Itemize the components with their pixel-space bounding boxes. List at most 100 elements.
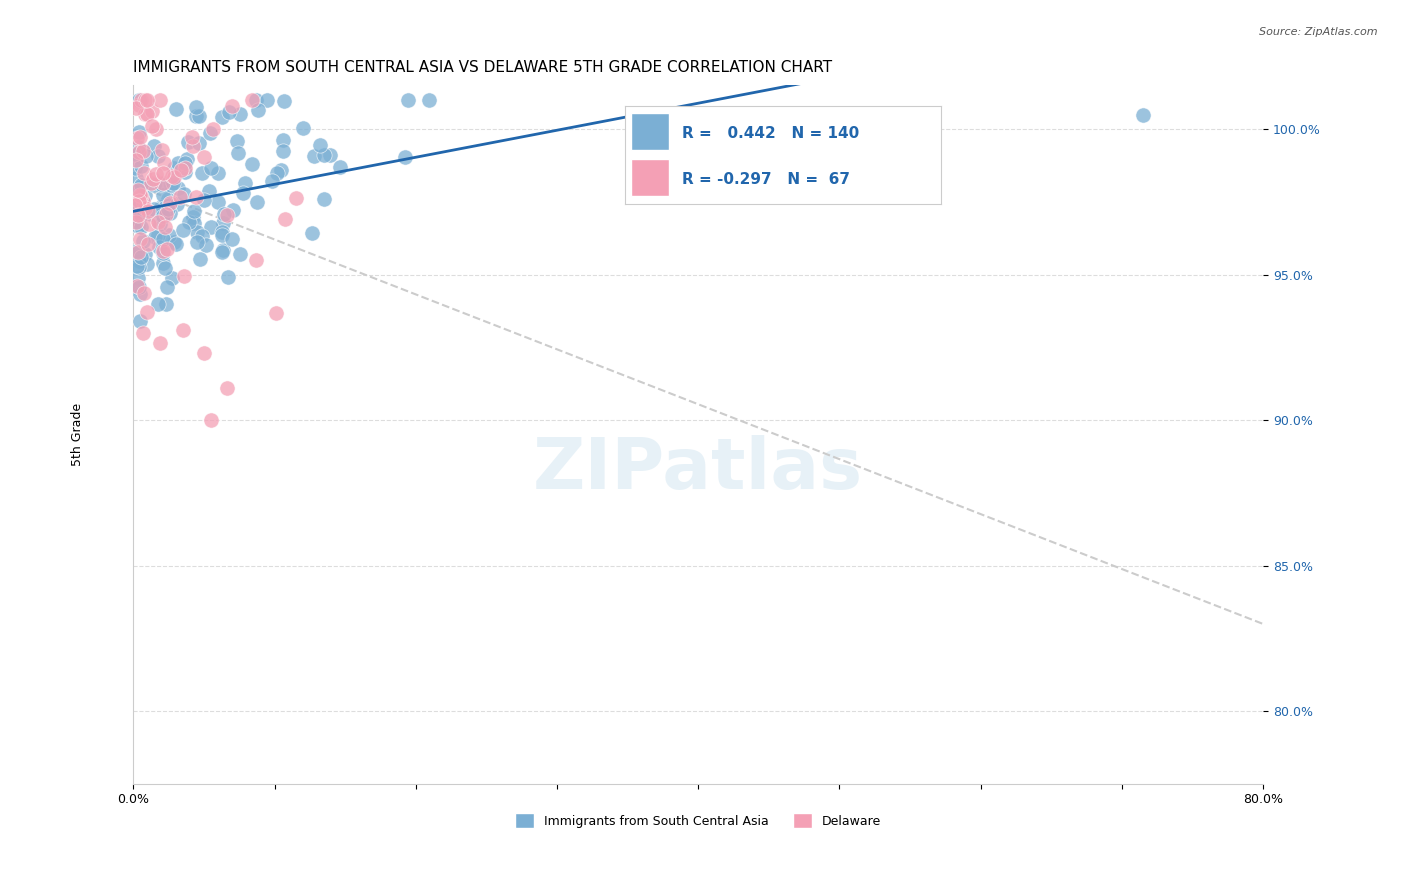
Point bbox=[128, 194, 150, 208]
Point bbox=[155, 242, 177, 256]
Point bbox=[129, 189, 152, 203]
Point bbox=[128, 203, 150, 218]
Point bbox=[183, 211, 205, 225]
Point bbox=[128, 145, 150, 159]
Point bbox=[207, 194, 229, 209]
Point bbox=[145, 122, 167, 136]
Point bbox=[141, 176, 163, 190]
Point bbox=[156, 192, 179, 206]
Legend: Immigrants from South Central Asia, Delaware: Immigrants from South Central Asia, Dela… bbox=[510, 808, 886, 833]
Point bbox=[155, 207, 177, 221]
Point bbox=[127, 131, 149, 145]
Point bbox=[233, 176, 256, 190]
Point bbox=[215, 208, 238, 222]
Point bbox=[274, 211, 297, 226]
Point bbox=[128, 93, 150, 107]
Point bbox=[218, 270, 240, 285]
Point bbox=[141, 207, 163, 221]
Point bbox=[162, 169, 184, 183]
Point bbox=[132, 144, 155, 158]
Point bbox=[212, 216, 235, 230]
Point bbox=[148, 214, 170, 228]
Point bbox=[127, 278, 149, 293]
Point bbox=[394, 150, 416, 164]
Point bbox=[271, 144, 294, 158]
Point bbox=[129, 189, 152, 203]
Point bbox=[180, 129, 202, 144]
Point bbox=[173, 268, 195, 283]
Point bbox=[136, 107, 159, 121]
Point bbox=[200, 220, 222, 235]
Point bbox=[181, 138, 204, 153]
Point bbox=[229, 247, 252, 261]
Point bbox=[122, 146, 145, 161]
Point bbox=[138, 237, 160, 252]
Point bbox=[184, 189, 207, 203]
Point bbox=[271, 132, 294, 146]
Point bbox=[153, 201, 176, 215]
Point bbox=[222, 202, 245, 217]
Point bbox=[128, 125, 150, 139]
Point bbox=[226, 146, 249, 161]
Point bbox=[122, 185, 145, 199]
Point bbox=[157, 198, 180, 212]
Point bbox=[129, 93, 152, 107]
Point bbox=[124, 191, 146, 205]
Point bbox=[146, 149, 169, 163]
Point bbox=[148, 336, 170, 351]
Point bbox=[129, 129, 152, 144]
Point bbox=[314, 148, 336, 162]
Point bbox=[162, 271, 184, 285]
Point bbox=[211, 244, 233, 258]
Point bbox=[132, 166, 155, 180]
Point bbox=[156, 280, 179, 294]
Point bbox=[229, 107, 252, 121]
Point bbox=[152, 246, 174, 260]
Point bbox=[187, 136, 209, 150]
Point bbox=[170, 162, 193, 177]
Point bbox=[418, 93, 440, 107]
Point bbox=[129, 287, 152, 301]
Point bbox=[143, 138, 166, 153]
Point bbox=[146, 228, 169, 243]
Point bbox=[155, 220, 177, 235]
Point bbox=[264, 306, 287, 320]
Point bbox=[218, 105, 240, 120]
Point bbox=[188, 252, 211, 266]
Point bbox=[215, 381, 238, 395]
Point bbox=[214, 207, 236, 221]
Point bbox=[162, 176, 184, 190]
Point bbox=[149, 93, 172, 107]
Point bbox=[1132, 107, 1154, 121]
Point bbox=[329, 160, 352, 174]
Point bbox=[134, 93, 156, 107]
Point bbox=[200, 413, 222, 427]
Point bbox=[136, 305, 159, 319]
Point bbox=[125, 215, 148, 229]
Point bbox=[160, 178, 183, 193]
Point bbox=[172, 323, 194, 337]
Point bbox=[262, 174, 284, 188]
Point bbox=[143, 178, 166, 192]
Y-axis label: 5th Grade: 5th Grade bbox=[72, 403, 84, 467]
Point bbox=[125, 206, 148, 220]
Point bbox=[301, 226, 323, 240]
Point bbox=[291, 121, 314, 136]
Text: IMMIGRANTS FROM SOUTH CENTRAL ASIA VS DELAWARE 5TH GRADE CORRELATION CHART: IMMIGRANTS FROM SOUTH CENTRAL ASIA VS DE… bbox=[134, 60, 832, 75]
Point bbox=[129, 208, 152, 222]
Point bbox=[129, 178, 152, 192]
Point bbox=[166, 156, 188, 170]
Point bbox=[195, 237, 218, 252]
Text: ZIPatlas: ZIPatlas bbox=[533, 435, 863, 504]
Point bbox=[124, 198, 146, 212]
Point bbox=[396, 93, 419, 107]
Point bbox=[245, 252, 267, 267]
Point bbox=[152, 188, 174, 202]
Point bbox=[127, 208, 149, 222]
Point bbox=[211, 110, 233, 124]
Point bbox=[225, 134, 247, 148]
Point bbox=[141, 104, 163, 119]
Point bbox=[163, 161, 186, 175]
Point bbox=[190, 229, 212, 244]
Point bbox=[193, 149, 215, 163]
